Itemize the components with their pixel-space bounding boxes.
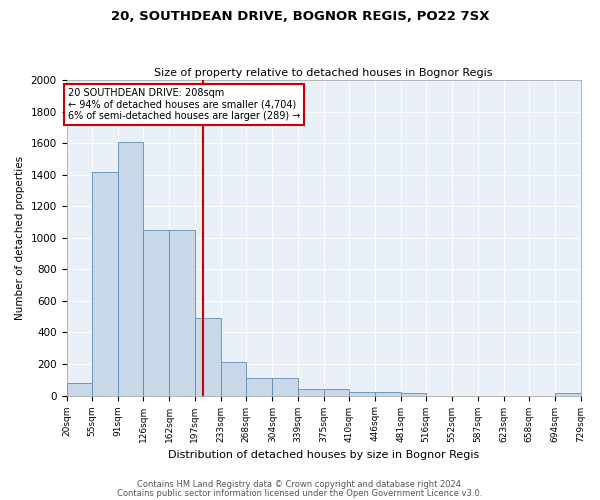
Text: Contains public sector information licensed under the Open Government Licence v3: Contains public sector information licen… [118, 488, 482, 498]
Bar [376, 392, 401, 396]
Title: Size of property relative to detached houses in Bognor Regis: Size of property relative to detached ho… [154, 68, 493, 78]
Bar [67, 383, 92, 396]
Text: 20, SOUTHDEAN DRIVE, BOGNOR REGIS, PO22 7SX: 20, SOUTHDEAN DRIVE, BOGNOR REGIS, PO22 … [111, 10, 489, 23]
Bar [92, 172, 118, 396]
X-axis label: Distribution of detached houses by size in Bognor Regis: Distribution of detached houses by size … [168, 450, 479, 460]
Bar [143, 230, 169, 396]
Text: 20 SOUTHDEAN DRIVE: 208sqm
← 94% of detached houses are smaller (4,704)
6% of se: 20 SOUTHDEAN DRIVE: 208sqm ← 94% of deta… [68, 88, 301, 122]
Bar [195, 318, 221, 396]
Bar [221, 362, 247, 396]
Bar [118, 142, 143, 396]
Bar [272, 378, 298, 396]
Bar [169, 230, 195, 396]
Bar [298, 390, 324, 396]
Bar [555, 393, 581, 396]
Y-axis label: Number of detached properties: Number of detached properties [15, 156, 25, 320]
Text: Contains HM Land Registry data © Crown copyright and database right 2024.: Contains HM Land Registry data © Crown c… [137, 480, 463, 489]
Bar [349, 392, 376, 396]
Bar [247, 378, 272, 396]
Bar [401, 393, 426, 396]
Bar [324, 390, 349, 396]
